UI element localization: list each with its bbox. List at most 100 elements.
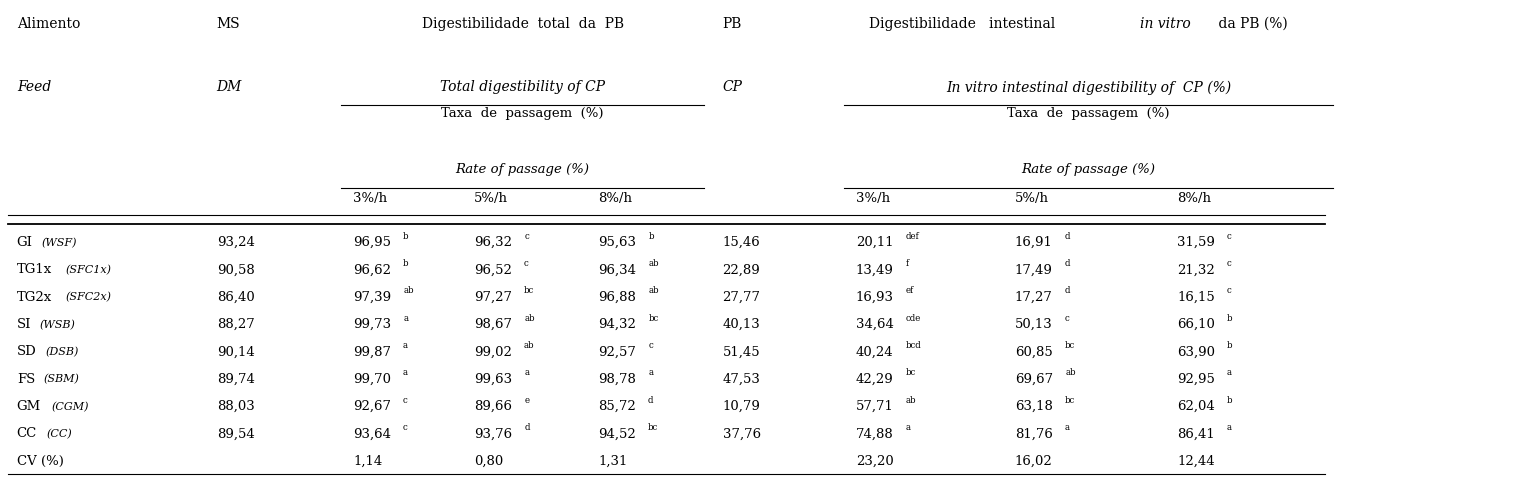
Text: Total digestibility of CP: Total digestibility of CP — [441, 80, 606, 94]
Text: 23,20: 23,20 — [855, 455, 894, 468]
Text: 3%/h: 3%/h — [353, 192, 387, 206]
Text: (WSF): (WSF) — [41, 238, 76, 248]
Text: 21,32: 21,32 — [1177, 263, 1215, 277]
Text: bc: bc — [1065, 396, 1076, 405]
Text: (DSB): (DSB) — [46, 347, 80, 357]
Text: 27,77: 27,77 — [722, 291, 760, 304]
Text: DM: DM — [217, 80, 242, 94]
Text: 98,67: 98,67 — [474, 318, 513, 331]
Text: GM: GM — [17, 400, 41, 413]
Text: 99,70: 99,70 — [353, 373, 392, 386]
Text: PB: PB — [722, 17, 742, 31]
Text: 16,02: 16,02 — [1014, 455, 1053, 468]
Text: c: c — [525, 259, 529, 268]
Text: f: f — [906, 259, 909, 268]
Text: a: a — [402, 341, 409, 350]
Text: 0,80: 0,80 — [474, 455, 503, 468]
Text: 96,34: 96,34 — [598, 263, 636, 277]
Text: b: b — [1227, 314, 1232, 323]
Text: bcd: bcd — [906, 341, 921, 350]
Text: c: c — [402, 423, 409, 432]
Text: ab: ab — [404, 286, 413, 296]
Text: 89,54: 89,54 — [217, 428, 254, 440]
Text: 17,49: 17,49 — [1014, 263, 1053, 277]
Text: 93,64: 93,64 — [353, 428, 392, 440]
Text: 63,90: 63,90 — [1177, 345, 1215, 359]
Text: MS: MS — [217, 17, 240, 31]
Text: 15,46: 15,46 — [722, 236, 760, 249]
Text: c: c — [1227, 232, 1232, 241]
Text: a: a — [906, 423, 910, 432]
Text: b: b — [402, 259, 409, 268]
Text: 96,62: 96,62 — [353, 263, 392, 277]
Text: Taxa  de  passagem  (%): Taxa de passagem (%) — [1007, 107, 1169, 120]
Text: Digestibilidade  total  da  PB: Digestibilidade total da PB — [422, 17, 624, 31]
Text: 81,76: 81,76 — [1014, 428, 1053, 440]
Text: 89,66: 89,66 — [474, 400, 513, 413]
Text: 99,63: 99,63 — [474, 373, 513, 386]
Text: (SBM): (SBM) — [44, 374, 80, 384]
Text: 17,27: 17,27 — [1014, 291, 1053, 304]
Text: 13,49: 13,49 — [855, 263, 894, 277]
Text: e: e — [525, 396, 529, 405]
Text: b: b — [1227, 341, 1233, 350]
Text: 63,18: 63,18 — [1014, 400, 1053, 413]
Text: d: d — [525, 423, 529, 432]
Text: 97,39: 97,39 — [353, 291, 392, 304]
Text: 90,14: 90,14 — [217, 345, 254, 359]
Text: in vitro: in vitro — [1140, 17, 1190, 31]
Text: 74,88: 74,88 — [855, 428, 894, 440]
Text: (CC): (CC) — [46, 429, 72, 439]
Text: (WSB): (WSB) — [40, 319, 75, 330]
Text: 8%/h: 8%/h — [598, 192, 632, 206]
Text: ab: ab — [649, 286, 659, 296]
Text: 60,85: 60,85 — [1014, 345, 1053, 359]
Text: GI: GI — [17, 236, 32, 249]
Text: a: a — [1065, 423, 1069, 432]
Text: 34,64: 34,64 — [855, 318, 894, 331]
Text: Feed: Feed — [17, 80, 50, 94]
Text: cde: cde — [906, 314, 921, 323]
Text: b: b — [402, 232, 409, 241]
Text: 57,71: 57,71 — [855, 400, 894, 413]
Text: 95,63: 95,63 — [598, 236, 636, 249]
Text: (SFC1x): (SFC1x) — [66, 265, 112, 275]
Text: 89,74: 89,74 — [217, 373, 254, 386]
Text: 88,03: 88,03 — [217, 400, 254, 413]
Text: SI: SI — [17, 318, 31, 331]
Text: 88,27: 88,27 — [217, 318, 254, 331]
Text: bc: bc — [1065, 341, 1076, 350]
Text: c: c — [525, 232, 529, 241]
Text: bc: bc — [649, 423, 658, 432]
Text: d: d — [649, 396, 653, 405]
Text: 94,52: 94,52 — [598, 428, 636, 440]
Text: ab: ab — [649, 259, 659, 268]
Text: 16,15: 16,15 — [1177, 291, 1215, 304]
Text: c: c — [649, 341, 653, 350]
Text: 93,24: 93,24 — [217, 236, 254, 249]
Text: 16,93: 16,93 — [855, 291, 894, 304]
Text: 31,59: 31,59 — [1177, 236, 1215, 249]
Text: a: a — [1227, 369, 1232, 377]
Text: 94,32: 94,32 — [598, 318, 636, 331]
Text: a: a — [1227, 423, 1232, 432]
Text: d: d — [1065, 286, 1071, 296]
Text: c: c — [402, 396, 409, 405]
Text: bc: bc — [906, 369, 916, 377]
Text: 50,13: 50,13 — [1014, 318, 1053, 331]
Text: 96,88: 96,88 — [598, 291, 636, 304]
Text: 96,95: 96,95 — [353, 236, 392, 249]
Text: b: b — [1227, 396, 1232, 405]
Text: Digestibilidade   intestinal: Digestibilidade intestinal — [869, 17, 1060, 31]
Text: d: d — [1065, 232, 1071, 241]
Text: (CGM): (CGM) — [52, 401, 89, 412]
Text: 16,91: 16,91 — [1014, 236, 1053, 249]
Text: 92,67: 92,67 — [353, 400, 392, 413]
Text: TG2x: TG2x — [17, 291, 52, 304]
Text: 22,89: 22,89 — [722, 263, 760, 277]
Text: 5%/h: 5%/h — [1014, 192, 1050, 206]
Text: 92,95: 92,95 — [1177, 373, 1215, 386]
Text: a: a — [525, 369, 529, 377]
Text: Rate of passage (%): Rate of passage (%) — [1022, 163, 1155, 176]
Text: 99,73: 99,73 — [353, 318, 392, 331]
